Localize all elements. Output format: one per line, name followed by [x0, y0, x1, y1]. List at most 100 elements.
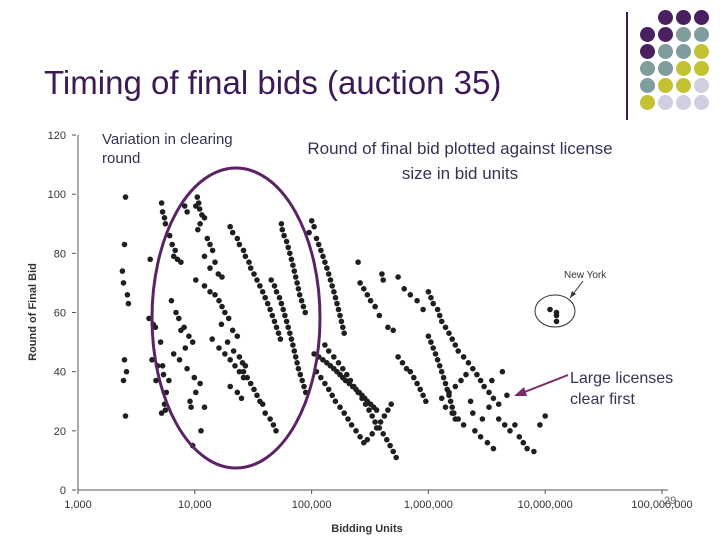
data-point [247, 265, 254, 271]
data-point [524, 445, 530, 452]
data-point [367, 297, 374, 304]
data-point [270, 422, 277, 428]
data-point [318, 247, 324, 254]
data-point [332, 398, 339, 405]
data-point [229, 327, 236, 334]
data-point [273, 289, 280, 295]
data-point [194, 194, 201, 200]
data-point [337, 312, 343, 319]
data-point [120, 280, 127, 286]
data-point [153, 377, 159, 384]
data-point [209, 247, 216, 254]
data-point [335, 306, 342, 313]
data-point [240, 368, 247, 375]
data-point [434, 306, 441, 313]
data-point [486, 404, 492, 411]
data-point [308, 218, 315, 224]
data-point [254, 277, 260, 283]
data-point [236, 354, 243, 360]
data-point [428, 339, 434, 345]
data-point [195, 200, 202, 206]
data-point [122, 194, 129, 200]
decorative-dot [658, 44, 673, 59]
data-point [172, 247, 178, 254]
data-point [240, 374, 247, 381]
data-point [273, 324, 280, 331]
x-tick-label: 100,000,000 [631, 499, 692, 511]
data-point [315, 241, 322, 248]
data-point [271, 283, 278, 289]
data-point [301, 383, 307, 390]
data-point [292, 274, 299, 280]
data-point [553, 312, 560, 319]
data-point [486, 389, 492, 396]
data-point [357, 434, 363, 440]
slide-title: Timing of final bids (auction 35) [44, 64, 502, 101]
data-point [184, 209, 190, 215]
data-point [246, 259, 252, 266]
data-point [124, 292, 131, 298]
data-point [507, 428, 513, 434]
data-point [215, 271, 222, 277]
data-point [157, 339, 164, 345]
y-tick-label: 80 [54, 248, 66, 260]
decorative-dot [676, 10, 691, 25]
data-point [362, 401, 369, 408]
data-point [302, 309, 309, 316]
data-point [283, 238, 290, 245]
data-point [331, 289, 337, 295]
new-york-arrowhead [570, 291, 576, 298]
data-point [428, 294, 434, 301]
data-point [531, 448, 537, 455]
data-point [479, 416, 486, 422]
data-point [193, 277, 199, 283]
data-point [236, 368, 243, 375]
data-point [311, 223, 317, 230]
data-point [147, 256, 153, 263]
data-point [294, 280, 300, 286]
data-point [387, 442, 393, 449]
page-number: 29 [664, 495, 677, 507]
data-point [432, 351, 439, 357]
data-point [477, 434, 484, 440]
data-point [262, 294, 269, 301]
data-point [282, 312, 288, 319]
data-point [170, 253, 177, 260]
title-divider-line [626, 12, 628, 120]
x-tick-label: 1,000,000 [404, 499, 453, 511]
data-point [285, 244, 292, 251]
new-york-callout-label: New York [564, 270, 607, 281]
data-point [295, 286, 302, 292]
data-point [159, 363, 166, 369]
data-point [504, 392, 510, 399]
data-point [490, 395, 497, 402]
data-point [123, 368, 130, 375]
data-point [342, 377, 349, 384]
data-point [425, 333, 432, 340]
data-point [332, 294, 339, 301]
data-point [537, 422, 543, 428]
data-point [334, 300, 340, 307]
data-point [364, 436, 371, 443]
data-point [227, 223, 233, 230]
data-point [191, 374, 198, 381]
data-point [287, 330, 293, 337]
data-point [420, 306, 426, 313]
x-tick-label: 100,000 [292, 499, 332, 511]
data-point [440, 374, 447, 381]
decorative-dot [694, 61, 709, 76]
annotation-variation: Variation in clearing round [102, 131, 233, 167]
data-point [425, 289, 432, 295]
data-point [268, 277, 275, 283]
data-point [285, 324, 292, 331]
data-point [401, 286, 408, 292]
data-point [337, 404, 343, 411]
data-point [393, 454, 400, 461]
data-point [227, 383, 233, 390]
data-point [279, 226, 286, 233]
data-point [395, 354, 401, 360]
data-point [481, 383, 487, 390]
data-point [355, 389, 361, 396]
data-point [160, 371, 167, 378]
data-point [254, 392, 260, 399]
